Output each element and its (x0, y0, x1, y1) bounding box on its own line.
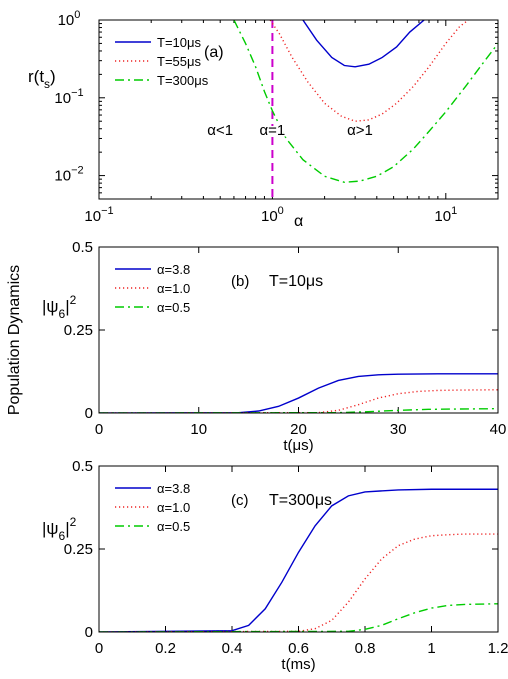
x-tick-label: 1.2 (488, 640, 508, 657)
series-line (99, 407, 498, 413)
y-tick-label: 0.25 (64, 541, 93, 558)
x-axis-label: t(μs) (283, 437, 313, 454)
x-tick-label: 0 (95, 640, 103, 657)
legend-label: α=0.5 (157, 300, 190, 315)
legend-label: α=0.5 (157, 519, 190, 534)
y-tick-label: 0.25 (64, 322, 93, 339)
y-tick-label: 100 (58, 9, 81, 29)
panel-c: 0 0.2 0.4 0.6 0.8 1 1.2 0 0.25 0.5 α=3.8 α=1.0 α=0.5… (42, 458, 508, 673)
panel-label: (b) (231, 273, 249, 290)
y-tick-label: 0 (85, 624, 93, 641)
legend-label: α=1.0 (157, 281, 190, 296)
legend-label: α=3.8 (157, 481, 190, 496)
legend-label: T=300μs (157, 73, 209, 88)
x-tick-label: 0.8 (355, 640, 376, 657)
series-line (233, 20, 498, 183)
annotation: α>1 (347, 122, 373, 139)
annotation: α<1 (207, 122, 233, 139)
legend-label: T=55μs (157, 54, 201, 69)
series-line (99, 373, 498, 413)
x-tick-label: 0.4 (222, 640, 243, 657)
y-axis-label: |ψ6|2 (42, 515, 77, 543)
y-tick-label: 0 (85, 405, 93, 422)
y-tick-label: 0.5 (72, 239, 93, 256)
x-axis-label: α (294, 213, 303, 230)
y-axis-label: |ψ6|2 (42, 293, 77, 321)
x-tick-label: 30 (390, 421, 407, 438)
panel-title: T=10μs (269, 273, 323, 290)
panel-b: 0 10 20 30 40 0 0.25 0.5 α=3.8 α=1.0 α=0.5 (b) T=10μ… (42, 239, 506, 454)
x-tick-label: 0.2 (155, 640, 176, 657)
panel-title: T=300μs (269, 492, 332, 509)
x-tick-label: 0.6 (288, 640, 309, 657)
legend-label: α=1.0 (157, 500, 190, 515)
series-line (302, 20, 425, 68)
annotation: α=1 (260, 122, 286, 139)
panel-a: 10−1 100 10110−210−1100T=10μsT=55μsT=300μs… (28, 9, 499, 230)
figure-y-label: Population Dynamics (6, 265, 23, 415)
legend-label: T=10μs (157, 35, 201, 50)
x-tick-label: 10−1 (84, 205, 113, 225)
x-tick-label: 1 (427, 640, 435, 657)
legend-label: α=3.8 (157, 262, 190, 277)
x-tick-label: 100 (261, 205, 284, 225)
series-line (99, 488, 498, 632)
y-tick-label: 10−1 (54, 87, 83, 107)
x-tick-label: 101 (434, 205, 457, 225)
y-tick-label: 0.5 (72, 458, 93, 475)
x-tick-label: 0 (95, 421, 103, 438)
x-axis-label: t(ms) (281, 656, 315, 673)
series-line (269, 20, 469, 122)
axes-box (98, 246, 499, 414)
y-axis-label: r(ts) (28, 67, 56, 91)
series-line (99, 603, 498, 632)
panel-label: (c) (231, 492, 249, 509)
y-tick-label: 10−2 (54, 165, 83, 185)
x-tick-label: 20 (290, 421, 307, 438)
panel-label: (a) (204, 44, 224, 61)
axes-box (98, 19, 499, 200)
series-line (99, 533, 498, 632)
axes-box (98, 465, 499, 633)
x-tick-label: 10 (190, 421, 207, 438)
x-tick-label: 40 (490, 421, 507, 438)
